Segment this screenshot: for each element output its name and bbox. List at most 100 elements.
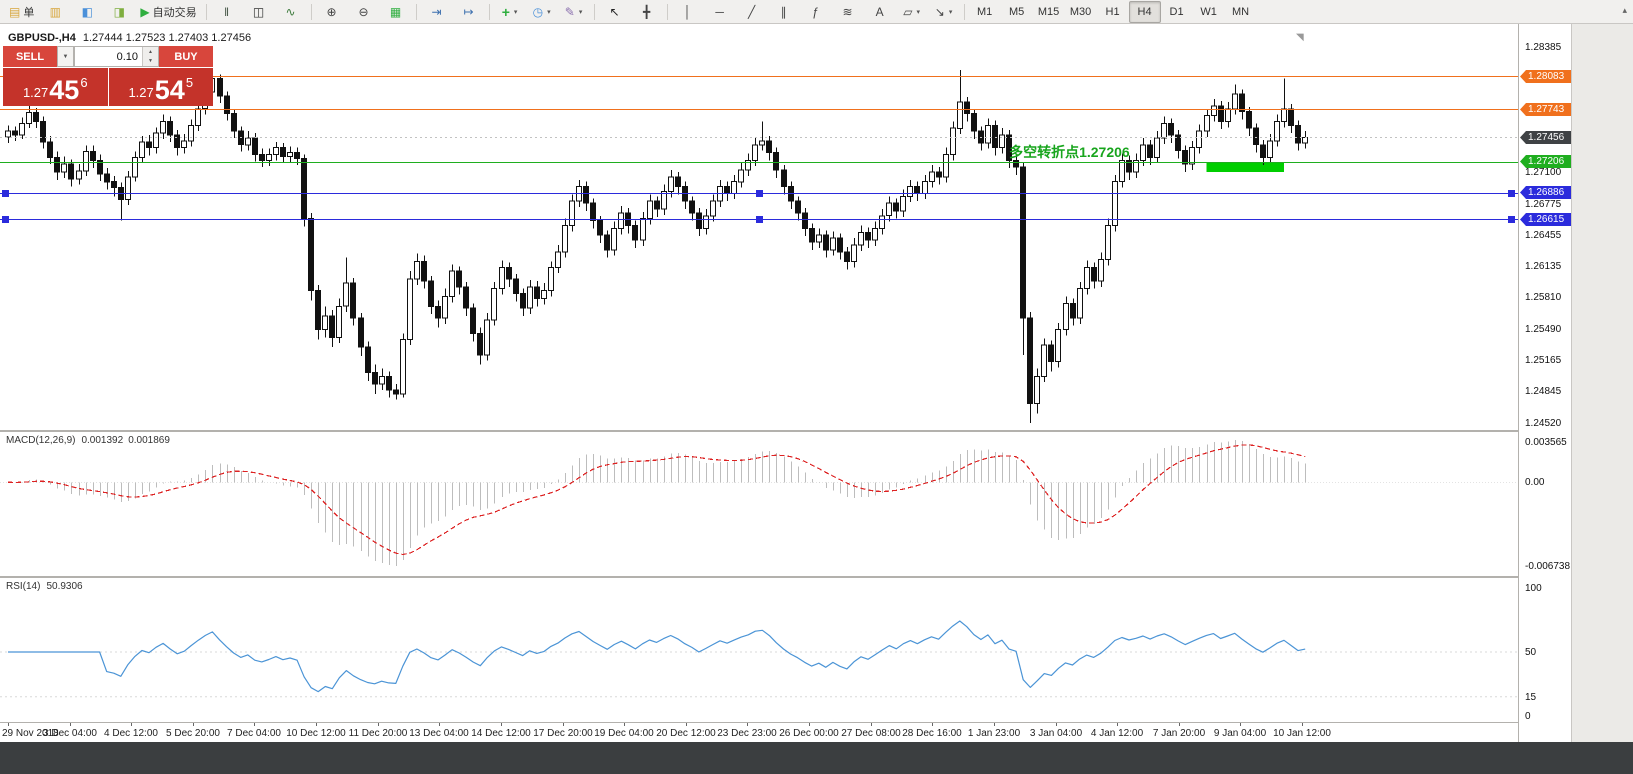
level-line-handle[interactable] [756,216,763,223]
price-chart-canvas[interactable] [0,24,1518,430]
timeframe-w1[interactable]: W1 [1193,1,1225,23]
vertical-line-button[interactable]: │ [672,1,704,23]
ask-quote-box[interactable]: 1.27 54 5 [108,68,213,106]
bar-chart-button-icon: ‖ [224,4,230,19]
autotrading-button[interactable]: ▶ 自动交易 [135,1,201,23]
shapes-button[interactable]: ▱ ▾ [896,1,928,23]
level-line-handle[interactable] [2,216,9,223]
candle-body [1098,259,1104,282]
toolbar-overflow-chevron-icon[interactable]: ▴ [1622,5,1627,15]
rsi-canvas[interactable] [0,578,1518,722]
timeframe-m30[interactable]: M30 [1065,1,1097,23]
channel-button[interactable]: ∥ [768,1,800,23]
templates-button[interactable]: ✎ ▾ [558,1,590,23]
indicators-button-caret-icon[interactable]: ▾ [513,8,518,16]
tile-windows-button[interactable]: ▦ [380,1,412,23]
zoom-out-button[interactable]: ⊖ [348,1,380,23]
chart-window-button[interactable]: ▥ [39,1,71,23]
market-watch-button[interactable]: ◧ [71,1,103,23]
rsi-value: 50.9306 [46,581,83,592]
time-axis-tick [686,723,687,726]
chart-shift-button[interactable]: ↦ [453,1,485,23]
horizontal-line-button[interactable]: ─ [704,1,736,23]
candle-body [809,227,815,243]
level-line-handle[interactable] [756,190,763,197]
time-axis[interactable]: 29 Nov 2018 3 Dec 04:00 4 Dec 12:00 5 Dec 2… [0,722,1518,742]
cursor-button[interactable]: ↖ [599,1,631,23]
new-order-button[interactable]: ▤ 单 [4,1,39,23]
macd-canvas[interactable] [0,432,1518,576]
timeframe-d1[interactable]: D1 [1161,1,1193,23]
navigator-button[interactable]: ◨ [103,1,135,23]
candle-body [47,141,53,158]
buy-button[interactable]: BUY [159,46,213,67]
candle-body [562,225,568,253]
panel-separator[interactable] [0,576,1571,578]
lot-size-input[interactable]: 0.10 ▲ ▼ [74,46,159,67]
lot-spin-up-icon[interactable]: ▲ [143,47,158,57]
line-chart-button[interactable]: ∿ [275,1,307,23]
lot-spin-down-icon[interactable]: ▼ [143,56,158,66]
chart-shift-button-icon: ↦ [463,4,474,19]
order-type-dropdown[interactable]: ▼ [57,46,74,67]
arrows-button[interactable]: ↘ ▾ [928,1,960,23]
waves-button[interactable]: ≋ [832,1,864,23]
trendline-button[interactable]: ╱ [736,1,768,23]
candle-body [301,157,307,220]
price-axis[interactable]: 1.28385 1.27100 1.26775 1.26455 1.26135 1.258… [1518,24,1571,742]
timeframe-mn[interactable]: MN [1225,1,1257,23]
arrows-button-caret-icon[interactable]: ▾ [948,8,953,16]
new-order-button-label: 单 [23,6,35,19]
chart-window-button-icon: ▥ [49,4,62,19]
crosshair-button[interactable]: ╋ [631,1,663,23]
shapes-button-caret-icon[interactable]: ▾ [916,8,920,16]
price-badge: 1.27456 [1520,131,1571,144]
text-button[interactable]: A [864,1,896,23]
level-line-handle[interactable] [1508,190,1515,197]
candle-body [252,137,258,155]
indicators-button[interactable]: + ▾ [494,1,526,23]
timeframe-m5[interactable]: M5 [1001,1,1033,23]
taskbar[interactable] [0,742,1633,774]
auto-scroll-marker-icon[interactable]: ◥ [1296,32,1304,43]
candle-body [879,215,885,229]
candle-body [428,280,434,307]
panel-separator[interactable] [0,430,1571,432]
periods-button-caret-icon[interactable]: ▾ [547,8,551,16]
level-line-handle[interactable] [2,190,9,197]
candle-body [1140,144,1146,161]
timeframe-m15[interactable]: M15 [1033,1,1065,23]
sell-button[interactable]: SELL [3,46,57,67]
time-axis-label: 10 Dec 12:00 [286,728,346,739]
chart-annotation-text[interactable]: 多空转折点1.27206 [1009,143,1130,160]
periods-button[interactable]: ◷ ▾ [526,1,558,23]
candle-body [548,266,554,292]
lot-size-value[interactable]: 0.10 [116,50,138,63]
bid-quote-box[interactable]: 1.27 45 6 [3,68,108,106]
auto-scroll-button[interactable]: ⇥ [421,1,453,23]
candle-body [456,270,462,288]
candle-body [104,173,110,183]
candle-body [668,176,674,192]
candle-body [830,237,836,251]
level-line-handle[interactable] [1508,216,1515,223]
candle-body [541,290,547,300]
candle-body [844,251,850,263]
timeframe-h1[interactable]: H1 [1097,1,1129,23]
timeframe-h4-label: H4 [1137,5,1152,18]
candle-body [259,154,265,161]
zoom-in-button[interactable]: ⊕ [316,1,348,23]
candle-body [393,389,399,395]
candle-body [139,141,145,158]
candle-body [675,176,681,188]
rsi-label: RSI(14) 50.9306 [6,581,83,592]
candle-body [470,307,476,335]
bar-chart-button[interactable]: ‖ [211,1,243,23]
timeframe-m1[interactable]: M1 [969,1,1001,23]
candlestick-chart-button[interactable]: ◫ [243,1,275,23]
templates-button-caret-icon[interactable]: ▾ [578,8,583,16]
support-zone-rect[interactable] [1206,162,1285,172]
timeframe-h4[interactable]: H4 [1128,0,1161,23]
candle-body [957,101,963,129]
fibonacci-button[interactable]: ƒ [800,1,832,23]
